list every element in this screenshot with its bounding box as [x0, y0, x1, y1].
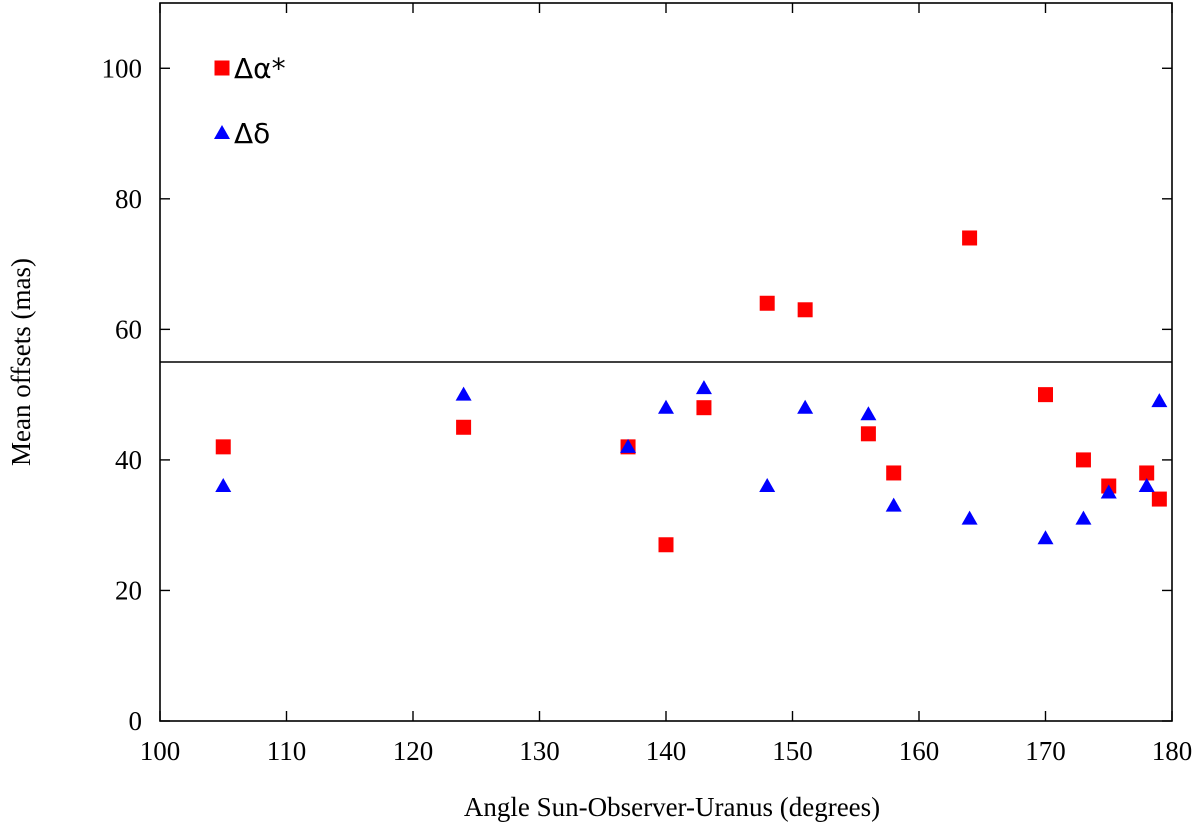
series-delta-alpha — [215, 230, 1167, 553]
data-point-triangle — [759, 478, 776, 493]
data-point-triangle — [1037, 530, 1054, 545]
x-tick-label: 100 — [140, 736, 181, 766]
data-point-square — [962, 230, 978, 246]
y-tick-label: 20 — [115, 575, 142, 605]
data-point-square — [456, 419, 472, 435]
data-point-square — [1075, 452, 1091, 468]
data-point-triangle — [797, 399, 814, 414]
y-tick-label: 0 — [129, 706, 143, 736]
data-point-square — [1038, 387, 1053, 403]
data-point-square — [658, 537, 674, 553]
x-axis-title: Angle Sun-Observer-Uranus (degrees) — [464, 792, 880, 822]
y-tick-label: 100 — [102, 53, 143, 83]
legend-label: Δδ — [234, 117, 270, 150]
series-delta-delta — [215, 380, 1168, 545]
x-tick-label: 160 — [899, 736, 940, 766]
data-points — [215, 230, 1168, 553]
data-point-square — [797, 302, 813, 318]
y-axis-title: Mean offsets (mas) — [6, 258, 36, 466]
data-point-square — [215, 439, 231, 455]
data-point-triangle — [455, 386, 472, 401]
x-tick-label: 140 — [646, 736, 687, 766]
x-tick-label: 120 — [393, 736, 434, 766]
legend-marker — [214, 60, 230, 76]
data-point-triangle — [1151, 393, 1168, 408]
x-tick-label: 150 — [772, 736, 813, 766]
legend-marker — [214, 125, 230, 139]
data-point-triangle — [695, 380, 712, 395]
x-tick-label: 170 — [1025, 736, 1066, 766]
data-point-triangle — [1075, 510, 1092, 525]
data-point-triangle — [885, 497, 902, 512]
y-tick-label: 80 — [115, 184, 142, 214]
data-point-square — [759, 295, 775, 311]
x-tick-label: 110 — [267, 736, 307, 766]
data-point-triangle — [860, 406, 877, 421]
data-point-triangle — [620, 438, 637, 453]
data-point-square — [1151, 491, 1167, 507]
y-tick-label: 40 — [115, 445, 142, 475]
plot-frame — [159, 2, 1173, 722]
y-tick-label: 60 — [115, 314, 142, 344]
legend: Δα* Δδ — [214, 52, 286, 150]
legend-label: Δα* — [234, 52, 286, 85]
data-point-triangle — [961, 510, 978, 525]
tick-labels: 100 110 120 130 140 150 160 170 180 0 20 40 60 80 100 — [102, 53, 1193, 766]
data-point-square — [1139, 465, 1155, 481]
data-point-square — [860, 426, 876, 442]
data-point-triangle — [215, 478, 232, 493]
x-tick-label: 180 — [1152, 736, 1193, 766]
data-point-triangle — [658, 399, 674, 414]
data-point-square — [696, 400, 712, 416]
x-tick-label: 130 — [519, 736, 560, 766]
data-point-square — [886, 465, 902, 481]
data-point-triangle — [1100, 484, 1117, 499]
data-point-triangle — [1138, 478, 1155, 493]
